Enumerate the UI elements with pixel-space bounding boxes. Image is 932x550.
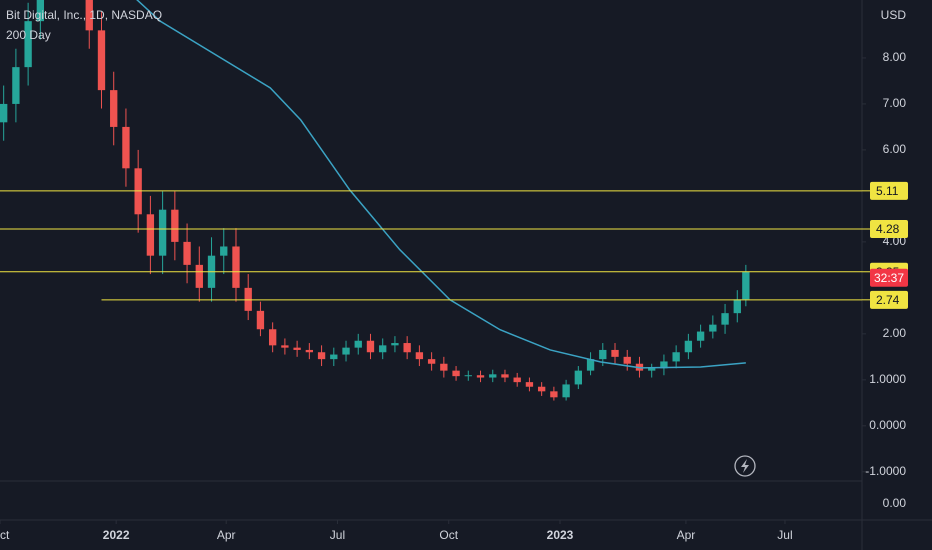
- candle-body: [36, 0, 45, 22]
- x-tick-label: 2022: [103, 528, 130, 542]
- candle-body: [354, 340, 362, 348]
- x-tick-label: Oct: [439, 528, 458, 542]
- level-label: 5.11: [876, 184, 899, 198]
- candle-body: [550, 391, 558, 398]
- candle-body: [85, 0, 93, 31]
- level-label: 4.28: [876, 222, 900, 236]
- candle-body: [525, 382, 534, 387]
- candle-body: [733, 299, 741, 314]
- y-tick-label: 6.00: [883, 142, 907, 156]
- candle-body: [696, 331, 705, 341]
- candle-body: [281, 345, 289, 348]
- candle-body: [660, 361, 668, 369]
- y-tick-label: -1.0000: [865, 464, 906, 478]
- y-tick-label: 2.00: [883, 326, 907, 340]
- x-tick-label: Jul: [330, 528, 345, 542]
- candle-body: [574, 370, 583, 385]
- candle-body: [721, 313, 729, 325]
- candle-body: [183, 241, 191, 265]
- candle-body: [501, 374, 509, 378]
- countdown: 32:37: [874, 271, 904, 285]
- candle-body: [12, 67, 20, 104]
- overlay: 8.007.006.004.002.001.00000.0000-1.0000c…: [0, 50, 908, 542]
- candle-body: [391, 343, 399, 346]
- candle-body: [293, 347, 301, 350]
- candle-body: [513, 377, 521, 383]
- candle-body: [452, 370, 460, 377]
- replay-icon[interactable]: [734, 455, 756, 477]
- candle-body: [220, 246, 228, 256]
- plot-area: [0, 0, 862, 401]
- candle-body: [742, 271, 750, 300]
- candle-body: [464, 375, 472, 377]
- candle-body: [366, 340, 375, 353]
- x-tick-label: ct: [0, 528, 10, 542]
- candle-body: [623, 356, 631, 364]
- candle-body: [122, 126, 130, 169]
- candle-body: [342, 347, 350, 355]
- candle-body: [611, 349, 619, 357]
- candle-body: [0, 103, 8, 123]
- candle-body: [537, 386, 546, 392]
- candle-body: [24, 21, 32, 68]
- candle-body: [171, 209, 179, 242]
- countdown-tag: [870, 268, 908, 287]
- candle-body: [427, 359, 436, 364]
- candle-body: [110, 90, 118, 127]
- candle-body: [562, 384, 570, 398]
- x-tick-label: Apr: [217, 528, 236, 542]
- level-tag: [870, 290, 908, 309]
- candle-body: [709, 324, 717, 332]
- y-tick-label: 8.00: [883, 50, 907, 64]
- candle-body: [599, 349, 607, 360]
- y-tick-label: 1.0000: [869, 372, 906, 386]
- candle-body: [97, 30, 106, 91]
- candle-body: [158, 209, 167, 256]
- candle-body: [256, 310, 265, 330]
- candle-body: [440, 363, 448, 371]
- currency: USD: [881, 8, 907, 22]
- candle-body: [268, 329, 277, 346]
- x-tick-label: 2023: [547, 528, 574, 542]
- candle-body: [684, 340, 693, 353]
- candle-body: [586, 359, 595, 371]
- candle-body: [379, 345, 387, 353]
- chart-title: Bit Digital, Inc., 1D, NASDAQ: [6, 8, 162, 22]
- candle-body: [415, 352, 424, 360]
- candle-body: [330, 354, 338, 360]
- candle-body: [146, 214, 155, 256]
- candle-body: [232, 246, 240, 288]
- lower-pane-label: 0.00: [883, 496, 907, 510]
- level-tag: [870, 220, 908, 239]
- y-tick-label: 0.0000: [869, 418, 906, 432]
- candle-body: [476, 375, 485, 378]
- candle-body: [489, 374, 497, 378]
- candle-body: [195, 264, 203, 288]
- candle-body: [648, 368, 656, 371]
- x-tick-label: Jul: [777, 528, 792, 542]
- x-tick-label: Apr: [677, 528, 696, 542]
- level-label: 2.74: [876, 293, 900, 307]
- ma-legend: 200 Day: [6, 28, 51, 42]
- candle-body: [672, 352, 680, 362]
- level-tag: [870, 181, 908, 200]
- y-tick-label: 7.00: [883, 96, 907, 110]
- candle-body: [317, 352, 326, 360]
- candle-body: [403, 343, 411, 353]
- candle-body: [305, 349, 314, 353]
